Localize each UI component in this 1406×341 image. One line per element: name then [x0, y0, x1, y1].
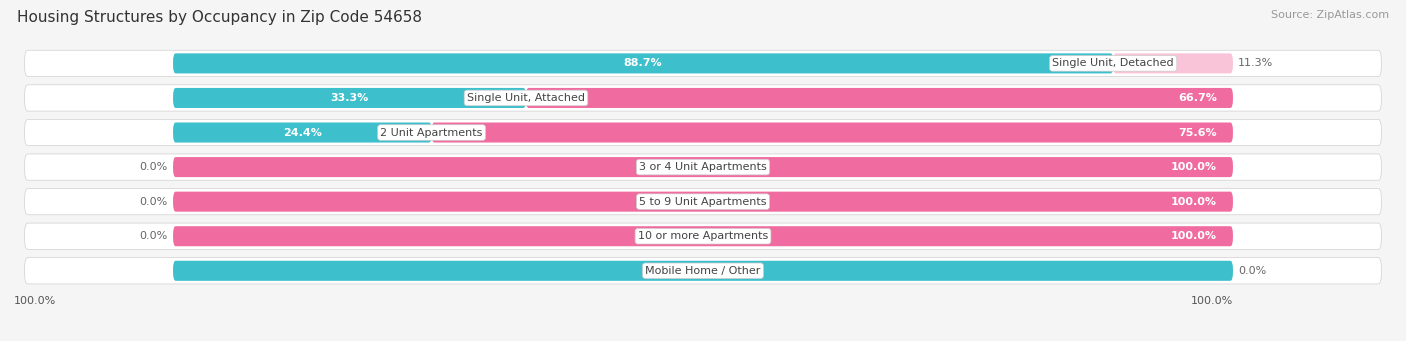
FancyBboxPatch shape [526, 88, 1233, 108]
FancyBboxPatch shape [173, 192, 1233, 212]
Text: Mobile Home / Other: Mobile Home / Other [645, 266, 761, 276]
FancyBboxPatch shape [173, 122, 432, 143]
FancyBboxPatch shape [25, 189, 1381, 215]
FancyBboxPatch shape [173, 157, 1233, 177]
Text: 88.7%: 88.7% [624, 58, 662, 69]
Text: Single Unit, Detached: Single Unit, Detached [1052, 58, 1174, 69]
Text: 0.0%: 0.0% [139, 162, 167, 172]
Text: 5 to 9 Unit Apartments: 5 to 9 Unit Apartments [640, 197, 766, 207]
FancyBboxPatch shape [173, 88, 526, 108]
Text: 11.3%: 11.3% [1239, 58, 1274, 69]
FancyBboxPatch shape [25, 50, 1381, 76]
Text: 33.3%: 33.3% [330, 93, 368, 103]
FancyBboxPatch shape [173, 226, 1233, 246]
Text: Housing Structures by Occupancy in Zip Code 54658: Housing Structures by Occupancy in Zip C… [17, 10, 422, 25]
Text: 0.0%: 0.0% [139, 197, 167, 207]
Text: 0.0%: 0.0% [139, 231, 167, 241]
Text: Source: ZipAtlas.com: Source: ZipAtlas.com [1271, 10, 1389, 20]
Text: 2 Unit Apartments: 2 Unit Apartments [381, 128, 482, 137]
Text: 3 or 4 Unit Apartments: 3 or 4 Unit Apartments [640, 162, 766, 172]
Text: 24.4%: 24.4% [283, 128, 322, 137]
Text: 75.6%: 75.6% [1178, 128, 1218, 137]
FancyBboxPatch shape [25, 85, 1381, 111]
FancyBboxPatch shape [25, 119, 1381, 146]
Text: 100.0%: 100.0% [1171, 231, 1218, 241]
Text: 100.0%: 100.0% [1191, 296, 1233, 306]
FancyBboxPatch shape [1114, 53, 1233, 73]
FancyBboxPatch shape [25, 223, 1381, 249]
FancyBboxPatch shape [25, 258, 1381, 284]
FancyBboxPatch shape [432, 122, 1233, 143]
Text: 10 or more Apartments: 10 or more Apartments [638, 231, 768, 241]
Text: 100.0%: 100.0% [681, 266, 725, 276]
Text: 100.0%: 100.0% [1171, 162, 1218, 172]
Text: 0.0%: 0.0% [1239, 266, 1267, 276]
Legend: Owner-occupied, Renter-occupied: Owner-occupied, Renter-occupied [588, 339, 818, 341]
Text: Single Unit, Attached: Single Unit, Attached [467, 93, 585, 103]
Text: 66.7%: 66.7% [1178, 93, 1218, 103]
FancyBboxPatch shape [173, 261, 1233, 281]
FancyBboxPatch shape [25, 154, 1381, 180]
FancyBboxPatch shape [173, 53, 1114, 73]
Text: 100.0%: 100.0% [14, 296, 56, 306]
Text: 100.0%: 100.0% [1171, 197, 1218, 207]
